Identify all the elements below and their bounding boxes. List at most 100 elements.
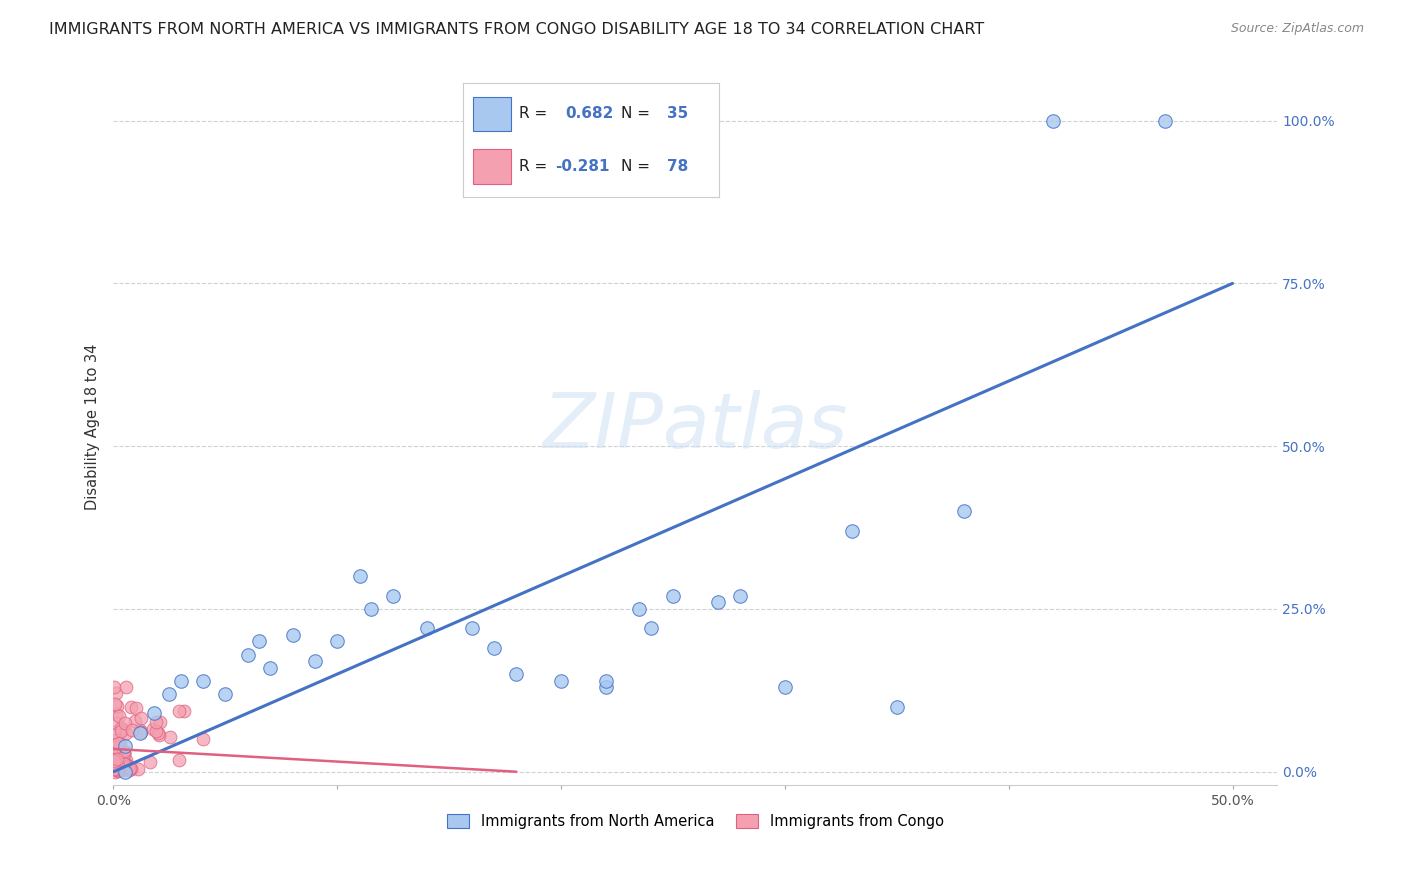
Point	[110, 724, 132, 739]
Point	[953, 504, 976, 518]
Point	[117, 759, 139, 773]
Point	[129, 725, 152, 739]
Point	[112, 746, 135, 760]
Point	[111, 751, 134, 765]
Point	[193, 732, 215, 747]
Point	[120, 761, 142, 775]
Point	[142, 706, 165, 720]
Point	[103, 762, 125, 776]
Point	[105, 751, 128, 765]
Point	[167, 704, 190, 718]
Point	[107, 764, 129, 778]
Point	[145, 715, 167, 730]
Point	[114, 756, 136, 770]
Point	[114, 756, 136, 770]
Point	[112, 746, 135, 760]
Point	[482, 640, 505, 655]
Point	[129, 723, 152, 738]
Point	[107, 740, 129, 755]
Point	[127, 763, 149, 777]
Point	[108, 708, 131, 723]
Point	[105, 758, 128, 772]
Legend: Immigrants from North America, Immigrants from Congo: Immigrants from North America, Immigrant…	[441, 807, 949, 835]
Point	[103, 753, 125, 767]
Point	[149, 715, 172, 730]
Point	[707, 595, 730, 609]
Point	[114, 764, 136, 779]
Point	[111, 745, 134, 759]
Point	[108, 747, 131, 762]
Point	[114, 716, 136, 731]
Point	[111, 763, 134, 777]
Point	[104, 698, 127, 712]
Point	[107, 763, 129, 777]
Point	[148, 728, 170, 742]
Point	[104, 740, 127, 755]
Point	[145, 723, 167, 738]
Point	[103, 740, 125, 755]
Point	[107, 743, 129, 757]
Point	[1154, 113, 1177, 128]
Point	[247, 634, 270, 648]
Point	[460, 622, 482, 636]
Point	[105, 733, 128, 747]
Point	[103, 680, 125, 694]
Point	[169, 753, 191, 767]
Point	[640, 622, 662, 636]
Point	[159, 687, 181, 701]
Point	[107, 763, 129, 777]
Point	[139, 756, 162, 770]
Point	[118, 762, 141, 776]
Point	[112, 760, 135, 774]
Point	[103, 724, 125, 739]
Point	[112, 757, 135, 772]
Point	[105, 762, 128, 776]
Point	[110, 722, 132, 736]
Point	[104, 763, 127, 777]
Point	[115, 753, 138, 767]
Point	[105, 706, 128, 721]
Point	[129, 711, 152, 725]
Text: IMMIGRANTS FROM NORTH AMERICA VS IMMIGRANTS FROM CONGO DISABILITY AGE 18 TO 34 C: IMMIGRANTS FROM NORTH AMERICA VS IMMIGRA…	[49, 22, 984, 37]
Point	[236, 648, 259, 662]
Point	[120, 762, 142, 776]
Point	[111, 758, 134, 772]
Point	[107, 736, 129, 750]
Point	[281, 628, 304, 642]
Text: Source: ZipAtlas.com: Source: ZipAtlas.com	[1230, 22, 1364, 36]
Point	[326, 634, 349, 648]
Point	[773, 680, 796, 694]
Point	[114, 725, 136, 739]
Point	[118, 763, 141, 777]
Point	[120, 700, 142, 714]
Point	[129, 725, 152, 739]
Point	[107, 747, 129, 762]
Point	[105, 698, 128, 713]
Point	[105, 686, 128, 700]
Point	[111, 723, 134, 737]
Point	[110, 751, 132, 765]
Point	[595, 673, 617, 688]
Point	[108, 746, 131, 760]
Point	[595, 680, 617, 694]
Point	[191, 673, 214, 688]
Point	[124, 714, 146, 728]
Point	[628, 602, 651, 616]
Point	[662, 589, 685, 603]
Point	[110, 735, 132, 749]
Point	[169, 673, 191, 688]
Point	[104, 764, 127, 779]
Y-axis label: Disability Age 18 to 34: Disability Age 18 to 34	[86, 343, 100, 510]
Point	[349, 569, 371, 583]
Point	[103, 754, 125, 768]
Point	[728, 589, 751, 603]
Text: ZIPatlas: ZIPatlas	[543, 390, 848, 464]
Point	[360, 602, 382, 616]
Point	[142, 722, 165, 736]
Point	[112, 747, 135, 761]
Point	[114, 739, 136, 753]
Point	[148, 726, 170, 740]
Point	[107, 758, 129, 772]
Point	[550, 673, 572, 688]
Point	[259, 660, 281, 674]
